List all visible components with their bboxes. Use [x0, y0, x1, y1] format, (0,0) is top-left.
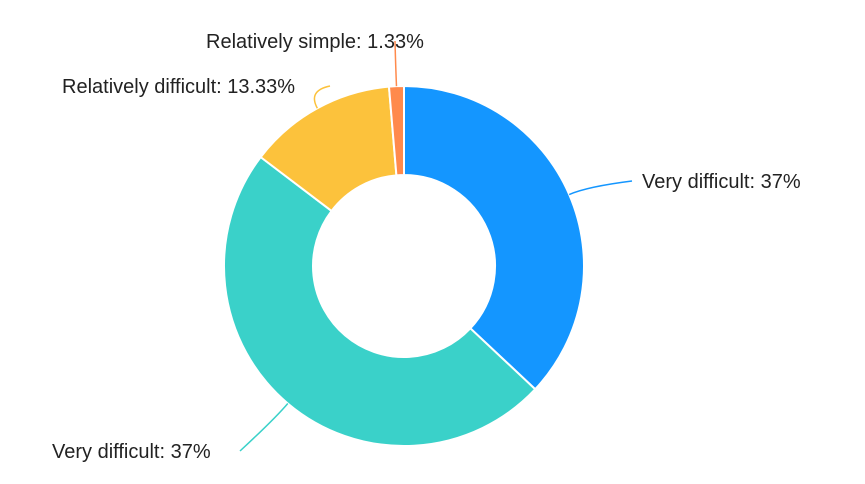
slice-label-2: Very difficult: 37%: [52, 441, 211, 463]
leader-line-1: [568, 180, 633, 196]
leader-line-3: [313, 85, 331, 109]
leader-line-2: [239, 402, 289, 452]
leader-line-4: [394, 40, 398, 87]
donut-slice-4[interactable]: [387, 84, 405, 177]
donut-slice-1[interactable]: [403, 84, 585, 391]
slice-label-4: Relatively simple: 1.33%: [206, 31, 424, 53]
slice-label-1: Very difficult: 37%: [642, 171, 801, 193]
slice-label-3: Relatively difficult: 13.33%: [62, 76, 295, 98]
donut-slice-2[interactable]: [223, 155, 537, 447]
